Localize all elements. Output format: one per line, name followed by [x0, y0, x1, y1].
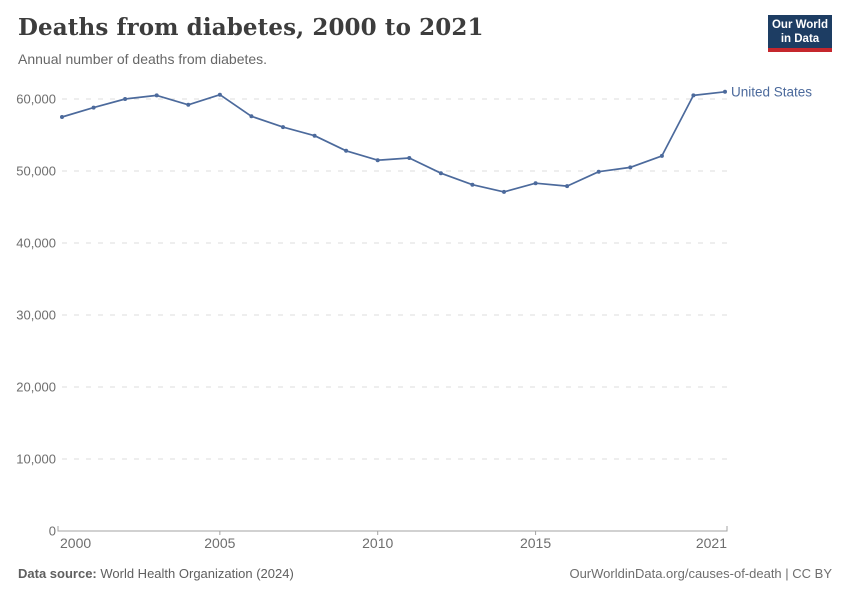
x-axis-tick-label: 2005 — [204, 535, 235, 551]
data-point-marker[interactable] — [281, 125, 285, 130]
chart-footer: Data source: World Health Organization (… — [18, 566, 832, 581]
data-point-marker[interactable] — [596, 169, 601, 174]
data-point-marker[interactable] — [312, 133, 317, 138]
footer-link[interactable]: OurWorldinData.org/causes-of-death | CC … — [569, 566, 832, 581]
y-axis-tick-label: 10,000 — [16, 452, 56, 467]
series-line[interactable] — [61, 90, 726, 193]
data-point-marker[interactable] — [723, 89, 727, 94]
axes: 2000 2005 2010 2015 2021 — [57, 526, 728, 551]
data-point-marker[interactable] — [628, 165, 633, 170]
data-point-marker[interactable] — [375, 158, 380, 163]
data-point-marker[interactable] — [91, 105, 96, 110]
gridlines: 0 10,000 20,000 30,000 40,000 50,000 60,000 — [16, 92, 727, 539]
y-axis-tick-label: 0 — [49, 524, 56, 539]
data-point-marker[interactable] — [217, 92, 222, 97]
owid-logo-line1: Our World — [771, 18, 828, 31]
data-point-marker[interactable] — [659, 153, 664, 158]
series-end-label[interactable]: United States — [731, 84, 812, 99]
x-axis-tick-label: 2015 — [520, 535, 551, 551]
x-axis-tick-label: 2000 — [60, 535, 91, 551]
chart-subtitle: Annual number of deaths from diabetes. — [18, 51, 268, 67]
data-point-marker[interactable] — [565, 184, 570, 189]
data-source-label: Data source: — [18, 566, 97, 581]
data-point-marker[interactable] — [438, 171, 443, 176]
data-point-marker[interactable] — [470, 182, 475, 187]
data-series[interactable] — [60, 89, 727, 194]
x-axis-tick-label: 2010 — [362, 535, 393, 551]
data-point-marker[interactable] — [123, 97, 128, 101]
data-point-marker[interactable] — [186, 102, 191, 107]
data-point-marker[interactable] — [533, 181, 538, 186]
y-axis-tick-label: 50,000 — [16, 164, 56, 179]
chart-title: Deaths from diabetes, 2000 to 2021 — [18, 14, 484, 41]
x-axis-line — [57, 526, 728, 532]
y-axis-tick-label: 30,000 — [16, 308, 56, 323]
data-point-marker[interactable] — [502, 189, 506, 194]
data-point-marker[interactable] — [407, 156, 412, 160]
data-point-marker[interactable] — [344, 148, 349, 153]
data-point-marker[interactable] — [691, 93, 696, 98]
owid-logo[interactable]: Our World in Data — [768, 15, 832, 52]
data-source-text: World Health Organization (2024) — [96, 566, 294, 581]
data-source-note: Data source: World Health Organization (… — [18, 566, 294, 581]
y-axis-tick-label: 20,000 — [16, 380, 56, 395]
y-axis-tick-label: 40,000 — [16, 236, 56, 251]
owid-logo-line2: in Data — [780, 32, 820, 45]
x-axis-tick-label: 2021 — [696, 535, 727, 551]
data-point-marker[interactable] — [60, 115, 64, 119]
data-point-marker[interactable] — [154, 93, 159, 98]
y-axis-tick-label: 60,000 — [16, 92, 56, 107]
data-point-marker[interactable] — [249, 114, 254, 119]
